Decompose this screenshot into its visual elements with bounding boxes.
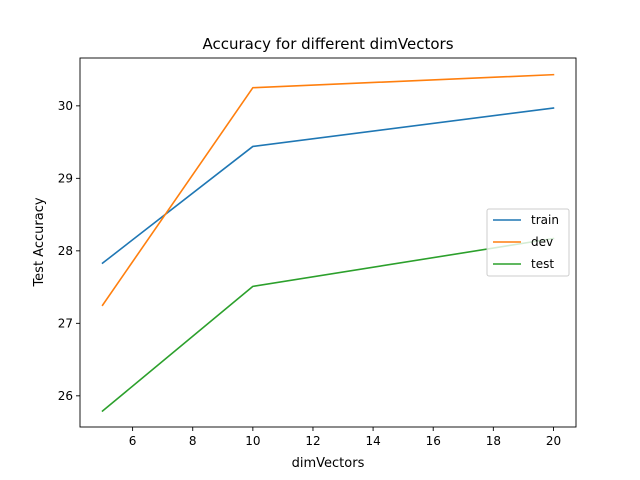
- x-tick-label: 16: [426, 434, 441, 448]
- legend-label-test: test: [531, 257, 554, 271]
- x-axis-label: dimVectors: [292, 456, 365, 471]
- legend: train dev test: [486, 208, 570, 277]
- legend-label-dev: dev: [531, 235, 553, 249]
- series-line-dev: [101, 73, 555, 307]
- y-tick-label: 28: [58, 244, 73, 258]
- x-tick-label: 6: [129, 434, 137, 448]
- plot-area: 6 8 10 12 14 16 18 20 26 27 28 29 30: [58, 57, 577, 448]
- chart-title: Accuracy for different dimVectors: [202, 35, 453, 53]
- x-tick-label: 8: [189, 434, 197, 448]
- series-line-train: [101, 107, 555, 265]
- y-axis-label: Test Accuracy: [32, 197, 47, 287]
- y-tick-label: 26: [58, 389, 73, 403]
- x-tick-label: 14: [365, 434, 380, 448]
- y-tick-label: 27: [58, 316, 73, 330]
- x-tick-label: 20: [546, 434, 561, 448]
- series-line-test: [101, 237, 555, 413]
- x-tick-label: 18: [486, 434, 501, 448]
- legend-box: [486, 208, 570, 277]
- axes-frame: [79, 57, 577, 428]
- x-tick-label: 12: [305, 434, 320, 448]
- legend-label-train: train: [531, 213, 559, 227]
- y-tick-label: 30: [58, 99, 73, 113]
- x-tick-label: 10: [245, 434, 260, 448]
- y-tick-label: 29: [58, 171, 73, 185]
